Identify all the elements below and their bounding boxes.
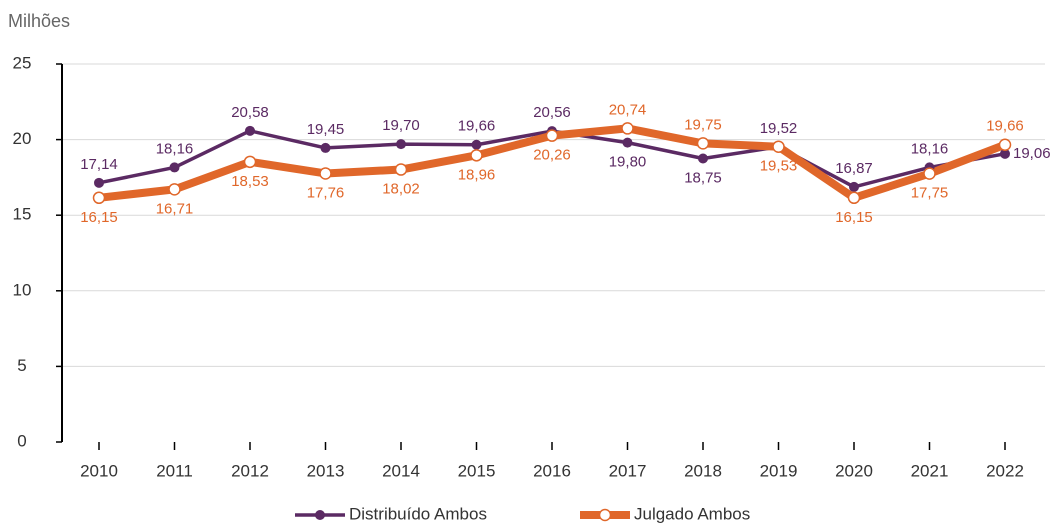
point (696, 137, 710, 150)
x-tick-label: 2018 (684, 461, 722, 480)
data-label: 20,58 (231, 104, 269, 121)
y-tick-label: 0 (17, 431, 26, 450)
y-tick-label: 5 (17, 356, 26, 375)
legend-label: Distribuído Ambos (349, 504, 487, 523)
x-tick-label: 2020 (835, 461, 873, 480)
data-label: 19,53 (760, 158, 798, 175)
x-tick-label: 2013 (307, 461, 345, 480)
point (621, 122, 634, 135)
x-tick-label: 2015 (458, 461, 496, 480)
data-label: 16,87 (835, 160, 873, 177)
data-label: 18,53 (231, 173, 269, 190)
data-label: 19,45 (307, 121, 345, 138)
point (998, 138, 1012, 151)
data-label: 20,74 (609, 101, 647, 118)
point (471, 139, 482, 150)
y-tick-label: 15 (13, 205, 32, 224)
legend-label: Julgado Ambos (634, 504, 750, 523)
data-label: 19,06 (1013, 145, 1051, 162)
x-tick-label: 2012 (231, 461, 269, 480)
x-tick-label: 2011 (156, 461, 193, 480)
point (245, 125, 255, 136)
data-label: 18,02 (382, 181, 420, 198)
point (849, 181, 859, 192)
data-label: 16,15 (835, 209, 873, 226)
point (169, 162, 180, 173)
data-label: 19,66 (458, 118, 496, 135)
data-label: 18,75 (684, 169, 722, 186)
point (470, 149, 483, 162)
point (847, 191, 861, 205)
data-label: 17,76 (307, 184, 345, 201)
data-label: 18,96 (458, 166, 496, 183)
data-label: 19,80 (609, 154, 647, 171)
y-tick-label: 10 (13, 280, 32, 299)
x-tick-label: 2022 (986, 461, 1024, 480)
data-label: 19,70 (382, 117, 420, 134)
point (168, 183, 181, 196)
y-tick-label: 20 (13, 129, 32, 148)
data-label: 19,75 (684, 116, 722, 133)
x-tick-label: 2010 (80, 461, 118, 480)
point (1000, 148, 1010, 159)
data-label: 18,16 (156, 140, 194, 157)
x-tick-label: 2014 (382, 461, 420, 480)
point (396, 139, 406, 150)
data-label: 19,52 (760, 120, 798, 137)
y-tick-label: 25 (13, 53, 32, 72)
data-label: 19,66 (986, 118, 1024, 135)
data-label: 17,14 (80, 156, 118, 173)
data-label: 16,71 (156, 200, 194, 217)
point (772, 140, 785, 153)
point (698, 153, 708, 164)
legend-marker (598, 508, 612, 522)
y-axis-label: Milhões (8, 11, 70, 31)
legend-marker (315, 510, 325, 520)
data-label: 16,15 (80, 209, 118, 226)
x-tick-label: 2019 (760, 461, 798, 480)
point (622, 137, 633, 148)
x-tick-label: 2021 (911, 461, 949, 480)
point (319, 167, 332, 180)
data-label: 18,16 (911, 140, 949, 157)
x-tick-label: 2016 (533, 461, 571, 480)
point (320, 142, 331, 153)
point (243, 155, 257, 169)
point (94, 177, 104, 188)
point (923, 167, 936, 180)
x-tick-label: 2017 (609, 461, 647, 480)
point (545, 129, 559, 142)
data-label: 17,75 (911, 185, 949, 202)
data-label: 20,56 (533, 104, 571, 121)
point (394, 163, 408, 176)
point (92, 191, 106, 205)
data-label: 20,26 (533, 147, 571, 164)
